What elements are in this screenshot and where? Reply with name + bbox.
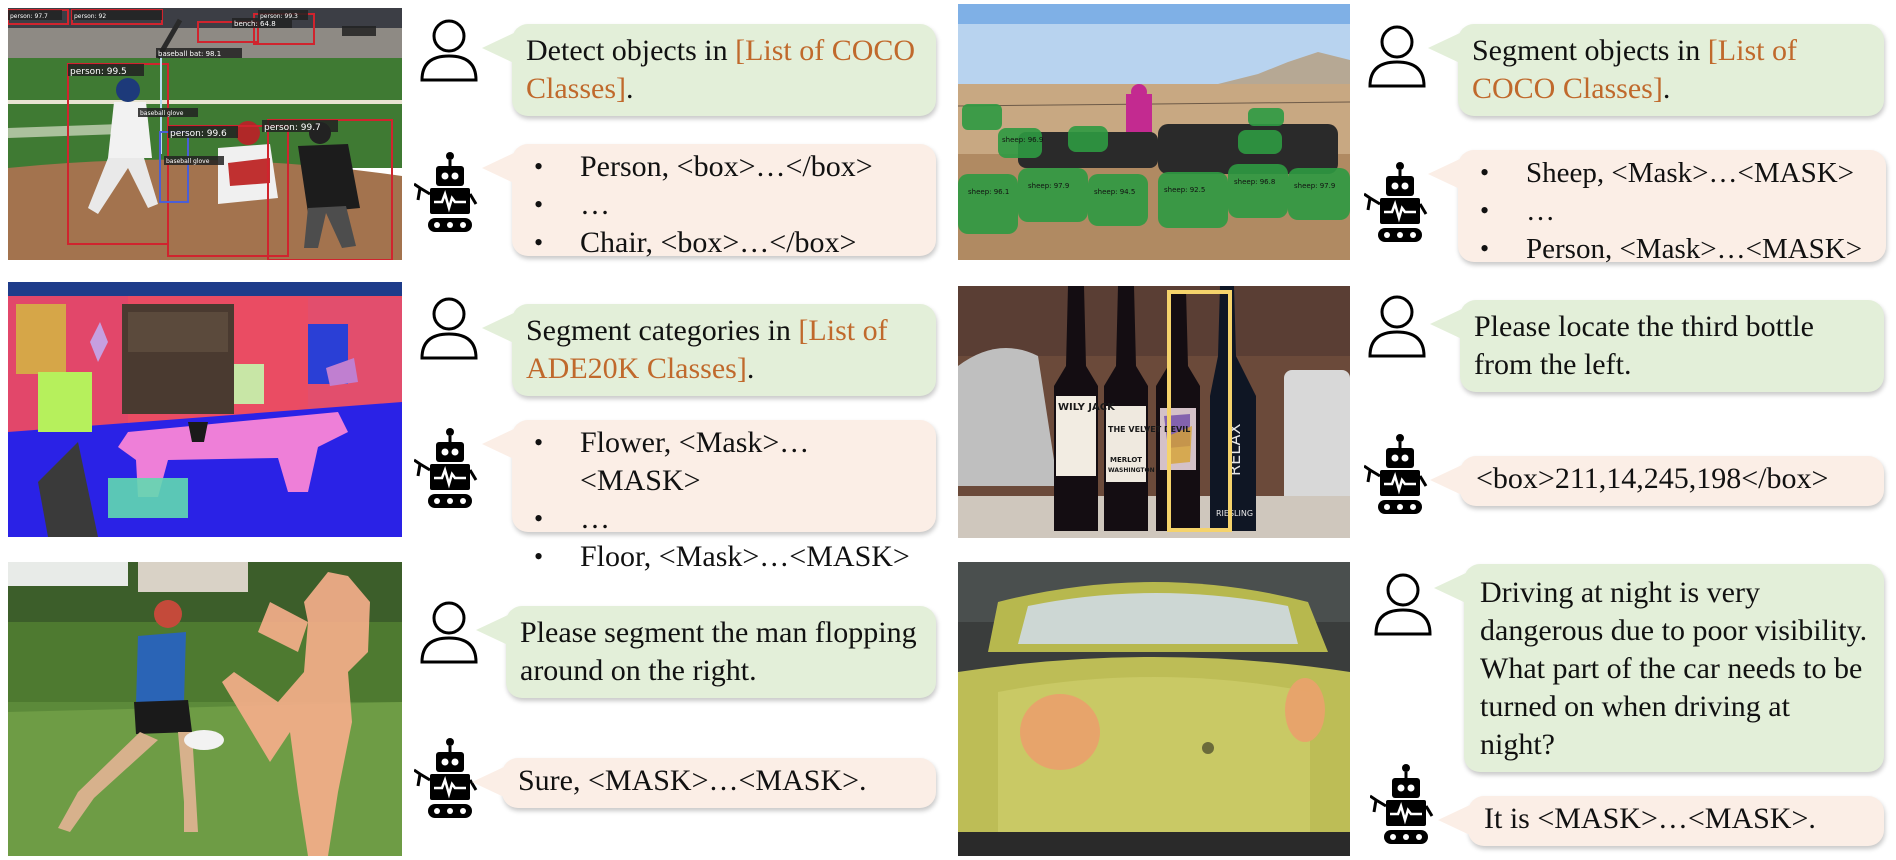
person-label-2: person: 99.6 (170, 129, 227, 139)
response-item: Sheep, <Mask>…<MASK> (1474, 154, 1870, 192)
user-avatar-icon (418, 18, 480, 84)
class-list-highlight: [List of COCO Classes] (526, 34, 916, 105)
prompt-suffix: . (1662, 72, 1671, 105)
prompt-text: Segment objects in (1472, 34, 1708, 67)
wine-label-relax: RELAX (1225, 424, 1244, 476)
sheep-tag-6: sheep: 97.9 (1294, 182, 1335, 190)
response-item: … (528, 500, 920, 538)
sheep-tag-2: sheep: 97.9 (1028, 182, 1069, 190)
response-item: Person, <Mask>…<MASK> (1474, 230, 1870, 268)
user-prompt-segment-categories: Segment categories in [List of ADE20K Cl… (482, 304, 936, 396)
bot-response-segment-categories: Flower, <Mask>…<MASK> … Floor, <Mask>…<M… (482, 420, 936, 576)
robot-assistant-icon (1370, 762, 1436, 846)
robot-assistant-icon (1364, 432, 1430, 516)
top-tag-3: person: 99.3 (260, 13, 298, 20)
response-item: Floor, <Mask>…<MASK> (528, 538, 920, 576)
user-avatar-icon (1366, 24, 1428, 90)
response-item: Flower, <Mask>…<MASK> (528, 424, 920, 500)
prompt-text: Detect objects in (526, 34, 736, 67)
class-list-highlight: [List of COCO Classes] (1472, 34, 1797, 105)
person-label-3: person: 99.7 (264, 123, 321, 133)
top-tag-2: person: 92 (74, 13, 106, 20)
response-text: <box>211,14,245,198</box> (1476, 462, 1829, 495)
sheep-tag-1: sheep: 96.1 (968, 188, 1009, 196)
prompt-text: Please segment the man flopping around o… (520, 616, 917, 687)
user-avatar-icon (1366, 294, 1428, 360)
wine-label-merlot: MERLOT (1110, 456, 1142, 464)
response-item: … (528, 186, 920, 224)
bot-response-detect: Person, <box>…</box> … Chair, <box>…</bo… (482, 144, 936, 262)
prompt-text: Segment categories in (526, 314, 799, 347)
third-bottle-box (1167, 290, 1232, 532)
room-segmentation-image (8, 282, 402, 537)
response-text: It is <MASK>…<MASK>. (1484, 802, 1816, 835)
user-avatar-icon (418, 296, 480, 362)
glove-label-2: baseball glove (166, 158, 210, 165)
prompt-text: Please locate the third bottle from the … (1474, 310, 1814, 381)
wine-label-wily: WILY JACK (1058, 402, 1116, 413)
robot-assistant-icon (414, 150, 480, 234)
response-text: Sure, <MASK>…<MASK>. (518, 764, 867, 797)
response-item: Chair, <box>…</box> (528, 224, 920, 262)
prompt-text: Driving at night is very dangerous due t… (1480, 576, 1868, 761)
wine-label-washington: WASHINGTON (1108, 467, 1155, 474)
frisbee-segmentation-image (8, 562, 402, 856)
bot-response-locate-bottle: <box>211,14,245,198</box> (1430, 456, 1884, 506)
user-avatar-icon (418, 600, 480, 666)
sheep-tag-7: sheep: 96.9 (1002, 136, 1043, 144)
bench-label: bench: 64.8 (234, 20, 276, 28)
baseball-detection-image: person: 99.5 person: 99.6 person: 99.7 b… (8, 8, 402, 260)
bot-response-driving-night: It is <MASK>…<MASK>. (1438, 796, 1884, 846)
user-prompt-segment-objects: Segment objects in [List of COCO Classes… (1428, 24, 1884, 116)
prompt-suffix: . (626, 72, 634, 105)
wine-bottles-image: WILY JACK THE VELVET DEVIL MERLOT WASHIN… (958, 286, 1350, 538)
top-tag-1: person: 97.7 (10, 13, 48, 20)
response-item: … (1474, 192, 1870, 230)
robot-assistant-icon (1364, 160, 1430, 244)
sheep-tag-3: sheep: 94.5 (1094, 188, 1135, 196)
sheep-segmentation-image: sheep: 96.1 sheep: 97.9 sheep: 94.5 shee… (958, 4, 1350, 260)
user-prompt-locate-bottle: Please locate the third bottle from the … (1430, 300, 1884, 392)
bot-response-segment-objects: Sheep, <Mask>…<MASK> … Person, <Mask>…<M… (1428, 150, 1886, 268)
wine-label-riesling: RIESLING (1216, 509, 1253, 518)
user-prompt-detect: Detect objects in [List of COCO Classes]… (482, 24, 936, 116)
class-list-highlight: [List of ADE20K Classes] (526, 314, 888, 385)
prompt-suffix: . (746, 352, 755, 385)
car-segmentation-image (958, 562, 1350, 856)
robot-assistant-icon (414, 426, 480, 510)
wine-label-velvet: THE VELVET DEVIL (1108, 425, 1190, 434)
sheep-tag-5: sheep: 96.8 (1234, 178, 1275, 186)
bat-label: baseball bat: 98.1 (158, 50, 221, 58)
person-label-1: person: 99.5 (70, 67, 127, 77)
glove-label-1: baseball glove (140, 110, 184, 117)
user-avatar-icon (1372, 572, 1434, 638)
robot-assistant-icon (414, 736, 480, 820)
response-item: Person, <box>…</box> (528, 148, 920, 186)
bot-response-segment-man: Sure, <MASK>…<MASK>. (472, 758, 936, 808)
user-prompt-segment-man: Please segment the man flopping around o… (476, 606, 936, 698)
user-prompt-driving-night: Driving at night is very dangerous due t… (1434, 564, 1884, 772)
sheep-tag-4: sheep: 92.5 (1164, 186, 1205, 194)
